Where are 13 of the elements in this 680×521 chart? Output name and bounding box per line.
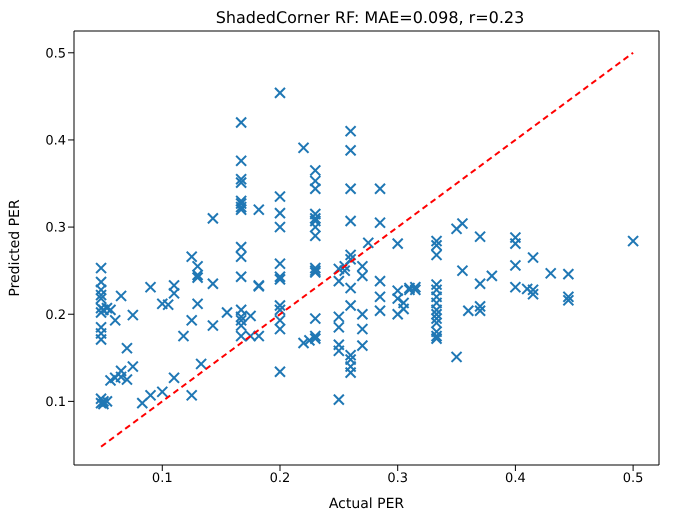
- y-axis-title: Predicted PER: [6, 199, 23, 297]
- y-tick-label: 0.4: [45, 134, 66, 149]
- chart-title: ShadedCorner RF: MAE=0.098, r=0.23: [214, 8, 526, 29]
- y-tick-label: 0.2: [45, 308, 66, 323]
- x-tick-label: 0.4: [505, 471, 526, 486]
- x-tick-label: 0.5: [622, 471, 644, 486]
- y-tick-label: 0.3: [45, 220, 66, 236]
- x-tick-label: 0.3: [387, 471, 408, 486]
- x-axis-title: Actual PER: [328, 496, 404, 512]
- x-tick-label: 0.1: [152, 471, 173, 486]
- x-tick-label: 0.2: [270, 471, 290, 486]
- y-tick-label: 0.1: [45, 394, 66, 410]
- y-tick-label: 0.5: [45, 46, 66, 62]
